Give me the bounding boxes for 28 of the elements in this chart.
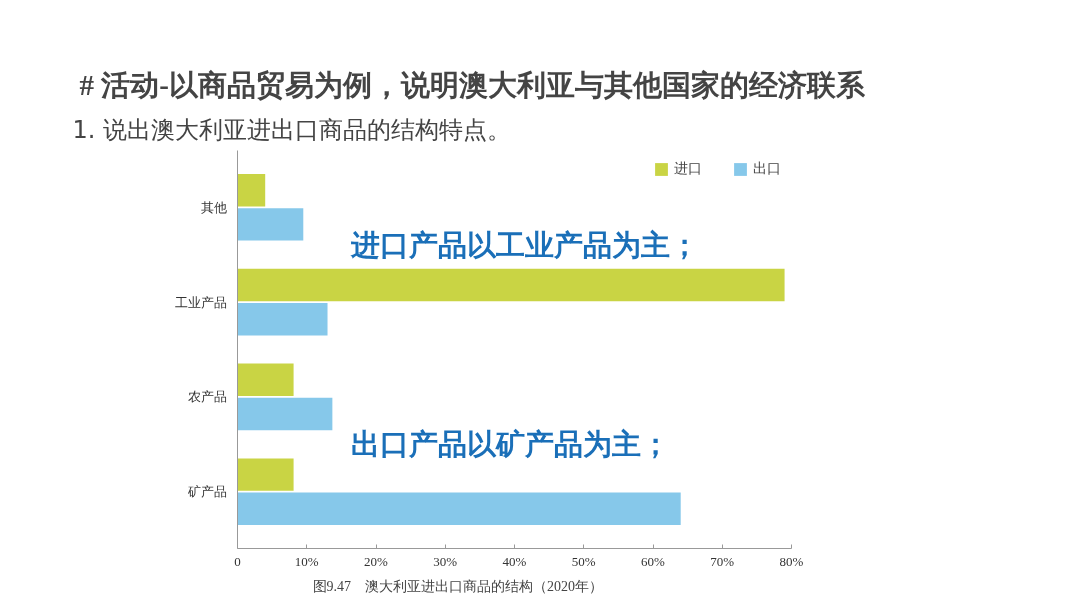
y-tick-label: 其他 [200,199,227,215]
chart-title: # 活动-以商品贸易为例，说明澳大利亚与其他国家的经济联系 [79,68,866,101]
x-tick-label: 0 [234,553,241,569]
bar [237,397,333,431]
caption: 图9.47 澳大利亚进出口商品的结构（2020年） [312,578,603,594]
x-tick-label: 10% [294,553,319,569]
annotation: 出口产品以矿产品为主； [351,428,671,461]
bar [237,208,304,241]
bar [237,302,328,336]
y-tick-label: 工业产品 [174,294,227,310]
bar [237,268,785,302]
x-tick-label: 20% [364,553,389,569]
x-tick-label: 70% [710,553,735,569]
y-tick-label: 矿产品 [186,484,227,500]
chart-subtitle: 1. 说出澳大利亚进出口商品的结构特点。 [72,115,512,144]
x-tick-label: 40% [502,553,527,569]
bar [237,174,266,207]
x-tick-label: 80% [779,553,804,569]
legend-label: 出口 [753,160,781,178]
legend-label: 进口 [674,160,702,178]
x-tick-label: 50% [571,553,596,569]
annotation: 进口产品以工业产品为主； [350,229,700,262]
x-tick-label: 60% [641,553,666,569]
y-tick-label: 农产品 [187,389,227,405]
bar [237,363,294,397]
x-tick-label: 30% [433,553,458,569]
bar [237,492,681,525]
bar [237,458,294,491]
